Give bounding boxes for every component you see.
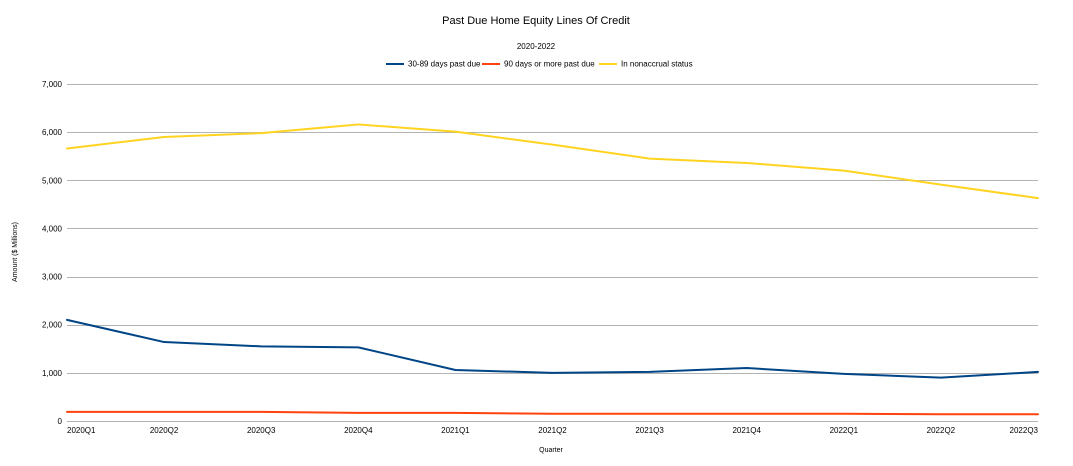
series-line-30-89-days-past-due [66,318,1039,379]
series-layer [66,123,1039,416]
y-tick-label: 7,000 [42,80,63,89]
x-axis-ticks: 2020Q1 2020Q2 2020Q3 2020Q4 2021Q1 2021Q2 2021… [67,426,1039,435]
x-tick-label: 2020Q1 [67,426,96,435]
y-tick-label: 1,000 [42,369,63,378]
x-tick-label: 2021Q3 [635,426,664,435]
series-group-30-89-days-past-due [66,318,1039,379]
y-tick-label: 0 [58,417,63,426]
legend-label-nonaccrual: In nonaccrual status [621,60,693,69]
series-group-in-nonaccrual-status [66,123,1039,200]
x-tick-label: 2020Q4 [344,426,373,435]
x-axis-title: Quarter [539,447,563,454]
y-axis-ticks: 0 1,000 2,000 3,000 4,000 5,000 6,000 7,000 [42,80,63,426]
x-tick-label: 2022Q1 [830,426,859,435]
x-tick-label: 2020Q3 [247,426,276,435]
chart-legend: 30-89 days past due 90 days or more past… [386,60,693,69]
y-tick-label: 2,000 [42,321,63,330]
x-tick-label: 2021Q1 [441,426,470,435]
y-tick-label: 5,000 [42,176,63,185]
y-axis-title: Amount ($ Millions) [12,222,19,282]
legend-label-90-days-or-more: 90 days or more past due [504,60,595,69]
series-line-90-days-or-more-past-due [66,410,1039,416]
series-group-90-days-or-more-past-due [66,410,1039,416]
x-tick-label: 2021Q2 [538,426,567,435]
x-tick-label: 2022Q3 [1010,426,1039,435]
x-tick-label: 2021Q4 [732,426,761,435]
chart-subtitle: 2020-2022 [517,42,556,51]
y-tick-label: 6,000 [42,128,63,137]
y-tick-label: 4,000 [42,224,63,233]
series-line-in-nonaccrual-status [66,123,1039,200]
x-tick-label: 2022Q2 [927,426,956,435]
y-tick-label: 3,000 [42,273,63,282]
legend-label-30-89-days: 30-89 days past due [408,60,481,69]
chart-title: Past Due Home Equity Lines Of Credit [442,15,630,27]
x-tick-label: 2020Q2 [150,426,179,435]
